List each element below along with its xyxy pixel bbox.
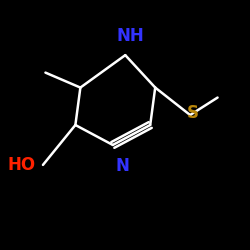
Text: HO: HO: [7, 156, 36, 174]
Text: S: S: [187, 104, 199, 122]
Text: N: N: [116, 158, 130, 176]
Text: NH: NH: [116, 27, 144, 45]
